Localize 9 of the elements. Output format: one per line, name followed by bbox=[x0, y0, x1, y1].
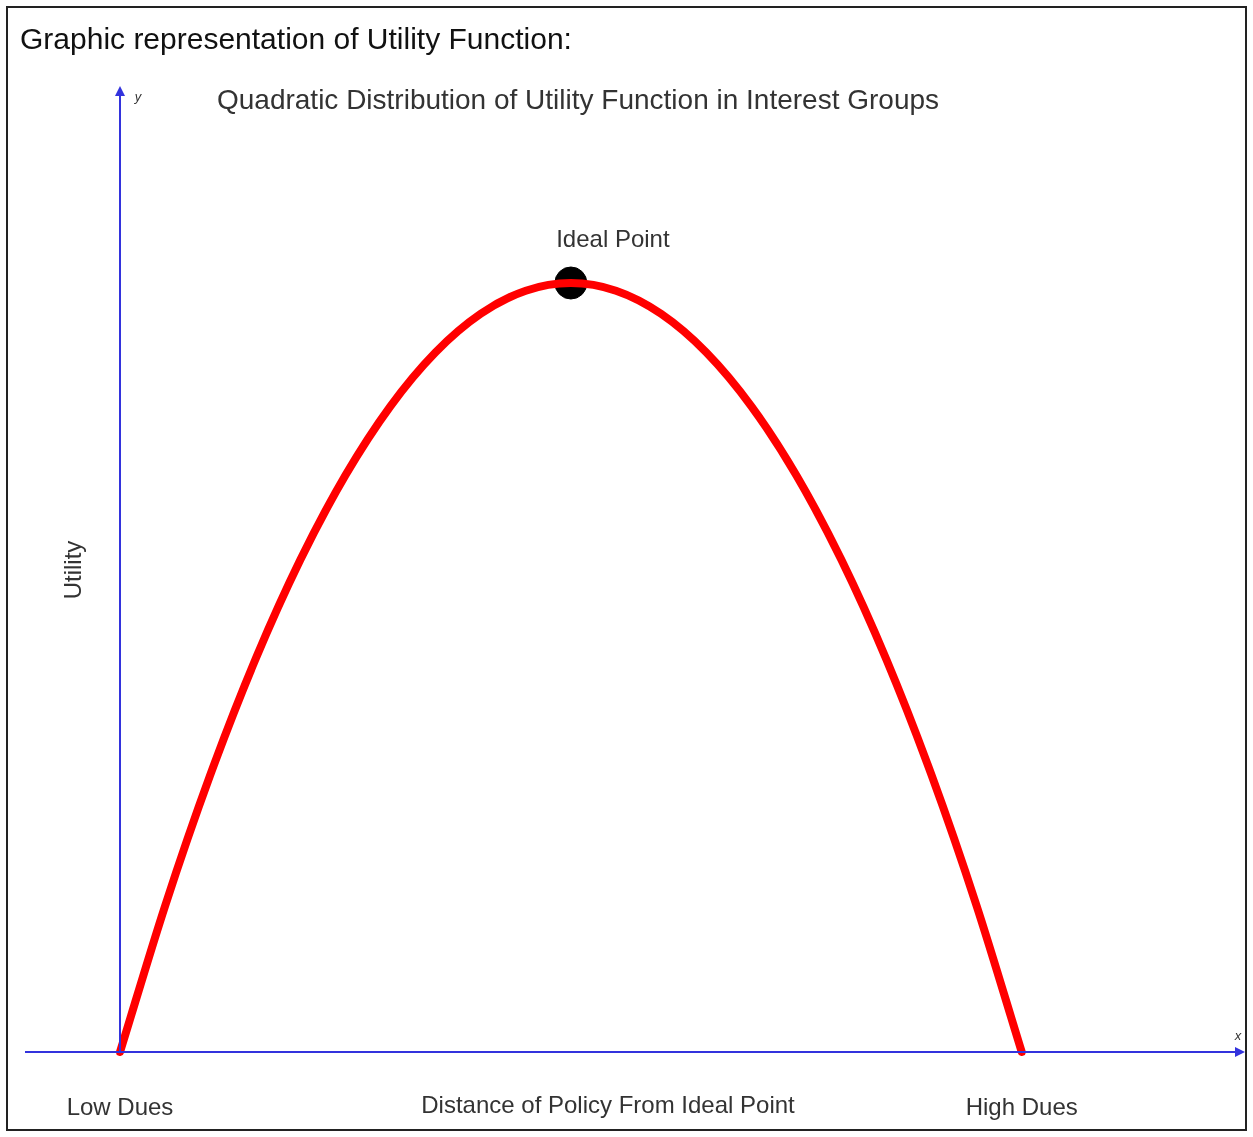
chart-subtitle: Quadratic Distribution of Utility Function in Interest Groups bbox=[216, 83, 940, 115]
chart-title: Graphic representation of Utility Function: bbox=[20, 22, 572, 56]
annotation: Ideal Point bbox=[556, 224, 670, 252]
x-axis-title: Distance of Policy From Ideal Point bbox=[421, 1090, 796, 1118]
text: y bbox=[133, 88, 143, 104]
text: x bbox=[1233, 1027, 1242, 1043]
y-axis-title: Utility bbox=[58, 540, 86, 600]
x-tick-label: High Dues bbox=[965, 1093, 1078, 1121]
x-tick-label: Low Dues bbox=[66, 1093, 174, 1121]
